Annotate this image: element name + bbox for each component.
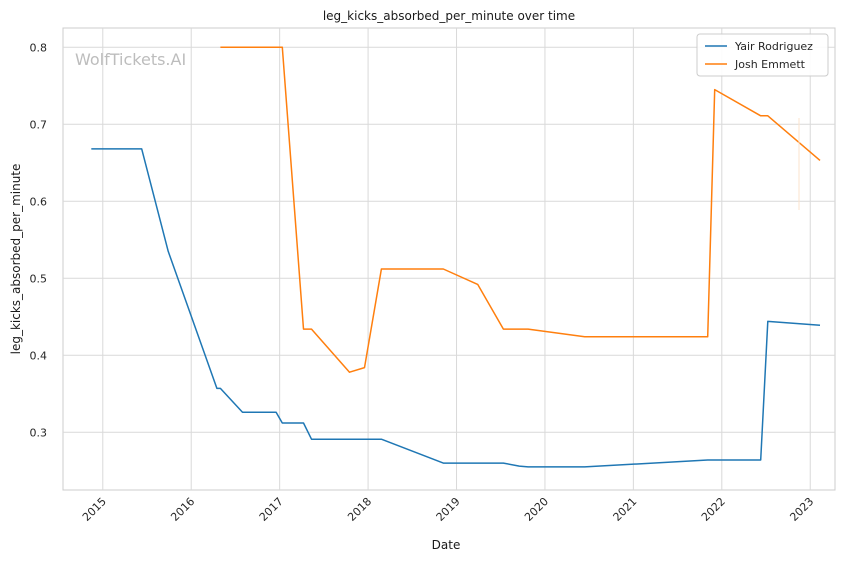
y-tick-label: 0.6 xyxy=(30,195,48,208)
x-tick-label: 2018 xyxy=(345,495,374,524)
y-tick-label: 0.4 xyxy=(30,349,48,362)
series-lines xyxy=(91,46,821,468)
x-tick-label: 2015 xyxy=(80,495,109,524)
x-tick-label: 2022 xyxy=(699,495,728,524)
y-tick-label: 0.3 xyxy=(30,426,48,439)
chart-title: leg_kicks_absorbed_per_minute over time xyxy=(323,9,575,23)
series-line-josh-emmett xyxy=(220,46,821,373)
y-axis-label: leg_kicks_absorbed_per_minute xyxy=(9,164,23,355)
watermark: WolfTickets.AI xyxy=(75,50,186,69)
x-tick-label: 2016 xyxy=(168,495,197,524)
plot-area xyxy=(62,27,836,491)
y-tick-label: 0.5 xyxy=(30,272,48,285)
x-tick-label: 2019 xyxy=(434,495,463,524)
legend-label-yair-rodriguez: Yair Rodriguez xyxy=(734,40,813,53)
y-axis-ticks: 0.3 0.4 0.5 0.6 0.7 0.8 xyxy=(30,41,48,439)
x-axis-label: Date xyxy=(432,538,461,552)
series-line-yair-rodriguez xyxy=(91,148,821,468)
legend-box xyxy=(696,33,829,77)
x-tick-label: 2021 xyxy=(611,495,640,524)
y-tick-label: 0.8 xyxy=(30,41,48,54)
y-tick-label: 0.7 xyxy=(30,118,48,131)
x-tick-label: 2017 xyxy=(257,495,286,524)
legend-label-josh-emmett: Josh Emmett xyxy=(734,58,806,71)
x-tick-label: 2020 xyxy=(522,495,551,524)
x-axis-ticks: 2015 2016 2017 2018 2019 2020 2021 2022 2023 xyxy=(80,495,816,524)
legend: Yair Rodriguez Josh Emmett xyxy=(696,33,829,77)
x-tick-label: 2023 xyxy=(787,495,816,524)
grid-lines xyxy=(63,28,835,490)
